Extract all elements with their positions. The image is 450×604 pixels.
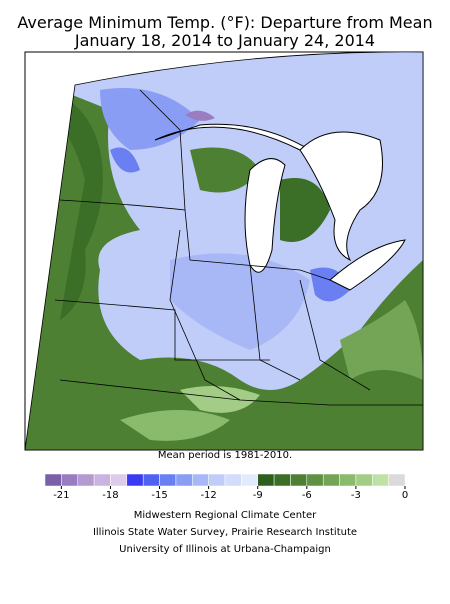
colorbar-tick-label: -3 <box>351 490 361 501</box>
colorbar-swatch <box>306 473 324 487</box>
colorbar-swatch <box>44 473 62 487</box>
colorbar-tick-label: -6 <box>302 490 312 501</box>
colorbar-swatch <box>339 473 357 487</box>
colorbar-tick-label: -21 <box>53 490 69 501</box>
colorbar-swatch <box>208 473 226 487</box>
colorbar-tick-label: -12 <box>200 490 216 501</box>
colorbar-swatch <box>355 473 373 487</box>
colorbar-swatch <box>142 473 160 487</box>
map-outline <box>24 51 424 451</box>
colorbar-tick-label: 0 <box>402 490 408 501</box>
colorbar-swatch <box>273 473 291 487</box>
colorbar-swatch <box>290 473 308 487</box>
colorbar-swatch <box>93 473 111 487</box>
title: Average Minimum Temp. (°F): Departure fr… <box>17 13 432 32</box>
colorbar-swatch <box>241 473 258 487</box>
note: Mean period is 1981-2010. <box>158 450 292 461</box>
colorbar-tick-label: -18 <box>102 490 118 501</box>
colorbar-swatch <box>224 473 242 487</box>
colorbar-swatch <box>192 473 209 487</box>
colorbar-swatch <box>77 473 95 487</box>
map <box>25 51 423 450</box>
subtitle: January 18, 2014 to January 24, 2014 <box>74 31 375 50</box>
colorbar-swatch <box>110 473 128 487</box>
colorbar-tick-label: -9 <box>253 490 263 501</box>
colorbar-swatch <box>322 473 340 487</box>
credit: Midwestern Regional Climate Center <box>134 510 317 521</box>
colorbar-swatch <box>372 473 389 487</box>
colorbar-swatch <box>159 473 177 487</box>
colorbar: -21 -18 -15 -12 -9 -6 -3 0 <box>44 473 408 501</box>
credit: Illinois State Water Survey, Prairie Res… <box>93 527 357 538</box>
credit: University of Illinois at Urbana-Champai… <box>119 544 331 555</box>
colorbar-swatch <box>388 473 406 487</box>
colorbar-swatch <box>126 473 144 487</box>
colorbar-tick-label: -15 <box>151 490 167 501</box>
colorbar-swatch <box>257 473 275 487</box>
colorbar-swatch <box>175 473 193 487</box>
colorbar-swatch <box>61 473 78 487</box>
